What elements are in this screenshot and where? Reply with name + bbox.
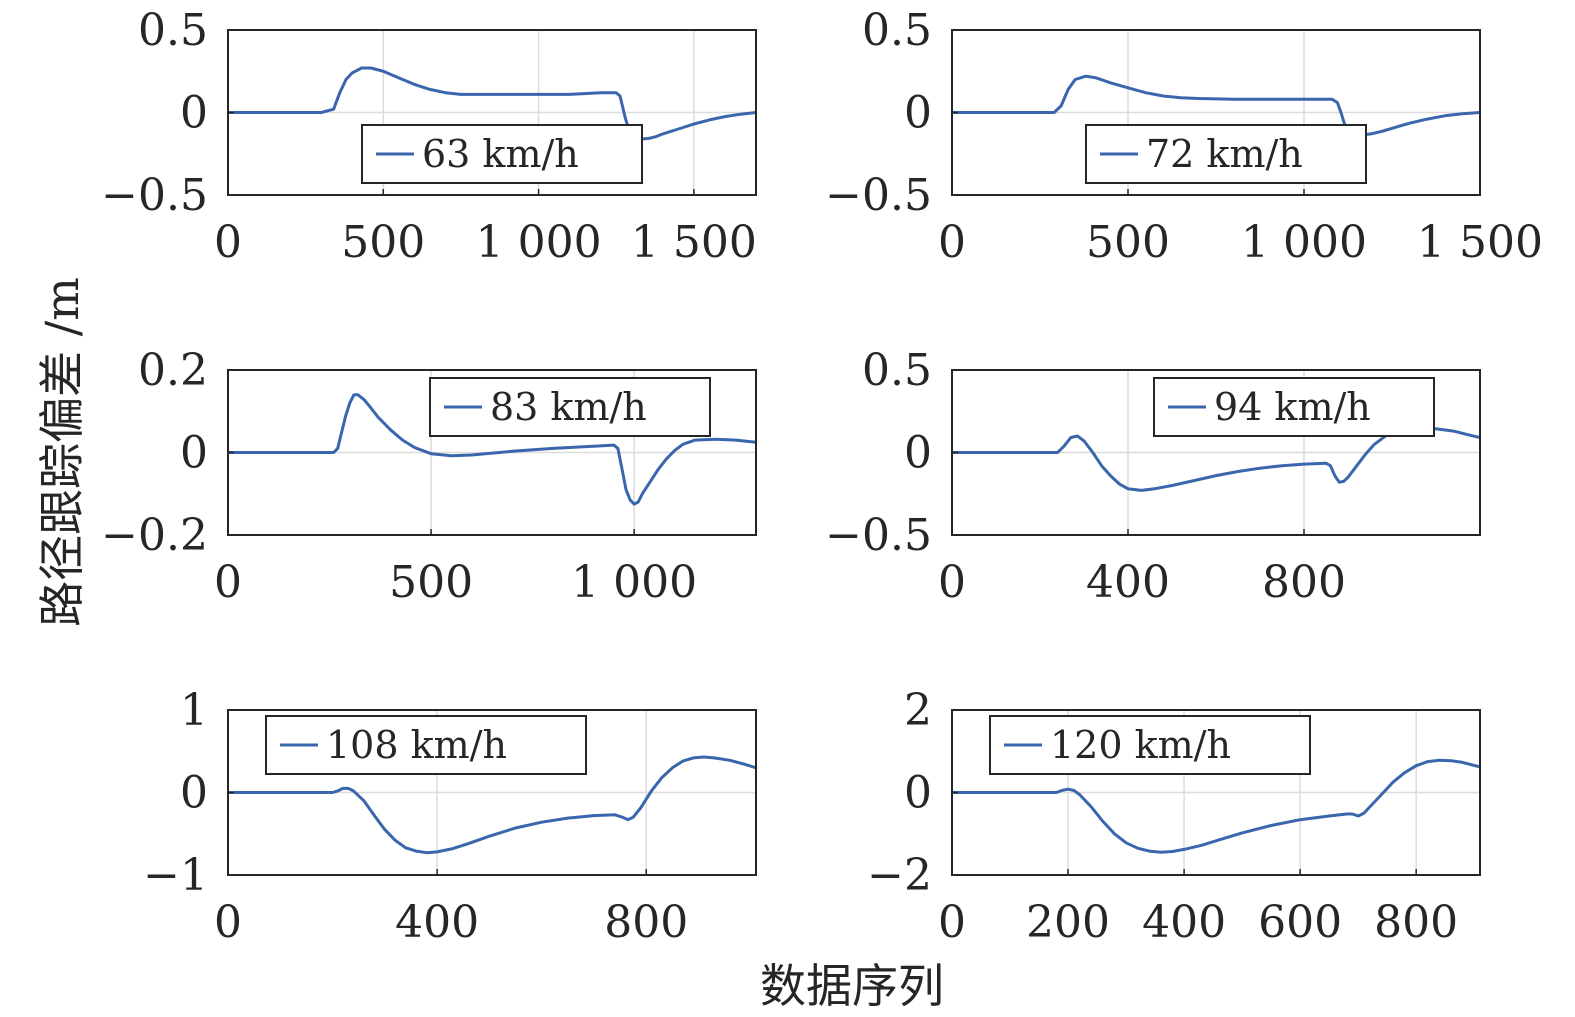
legend-label: 83 km/h — [490, 385, 647, 429]
y-tick-label: 0.5 — [862, 345, 932, 396]
x-tick-label: 800 — [604, 897, 688, 948]
chart-panels: 0 500 1 000 1 500−0.500.563 km/h0 500 1 000 1 … — [101, 5, 1543, 948]
x-tick-label: 600 — [1258, 897, 1342, 948]
x-tick-label: 1 000 — [1241, 217, 1367, 268]
series-line — [952, 758, 1481, 854]
panel-2: 0 500 1 000 1 500−0.500.572 km/h — [825, 5, 1543, 268]
y-tick-label: 2 — [904, 685, 932, 736]
x-tick-label: 0 — [938, 217, 966, 268]
x-tick-label: 400 — [1086, 557, 1170, 608]
y-tick-label: −2 — [867, 850, 932, 901]
series-line — [228, 393, 757, 506]
legend-label: 72 km/h — [1146, 132, 1303, 176]
y-axis-title: 路径跟踪偏差 /m — [35, 277, 89, 627]
x-tick-label: 400 — [1142, 897, 1226, 948]
panel-3: 0 500 1 000−0.200.283 km/h — [101, 345, 757, 608]
y-tick-label: −0.5 — [825, 170, 932, 221]
y-tick-label: −1 — [143, 850, 208, 901]
legend: 72 km/h — [1085, 124, 1367, 184]
legend-box — [265, 715, 587, 775]
x-tick-label: 500 — [389, 557, 473, 608]
x-tick-label: 800 — [1262, 557, 1346, 608]
x-tick-label: 500 — [1086, 217, 1170, 268]
y-tick-label: 0 — [904, 768, 932, 819]
x-tick-label: 800 — [1374, 897, 1458, 948]
y-tick-label: 0.5 — [862, 5, 932, 56]
x-tick-label: 1 000 — [571, 557, 697, 608]
x-tick-label: 400 — [395, 897, 479, 948]
y-tick-label: 0 — [904, 88, 932, 139]
x-tick-label: 0 — [938, 897, 966, 948]
y-tick-label: 0 — [904, 428, 932, 479]
series-line — [228, 755, 757, 855]
x-tick-label: 500 — [341, 217, 425, 268]
legend-label: 63 km/h — [422, 132, 579, 176]
y-tick-label: −0.5 — [101, 170, 208, 221]
panel-4: 0 400 800−0.500.594 km/h — [825, 345, 1481, 608]
legend: 108 km/h — [265, 715, 587, 775]
y-tick-label: 0.2 — [138, 345, 208, 396]
series-line — [228, 66, 757, 141]
y-tick-label: 1 — [180, 685, 208, 736]
y-tick-label: 0.5 — [138, 5, 208, 56]
series-line — [952, 74, 1481, 137]
legend: 94 km/h — [1153, 377, 1435, 437]
y-tick-label: −0.2 — [101, 510, 208, 561]
legend: 83 km/h — [429, 377, 711, 437]
x-tick-label: 1 500 — [631, 217, 757, 268]
y-tick-label: 0 — [180, 88, 208, 139]
legend-box — [989, 715, 1311, 775]
y-tick-label: −0.5 — [825, 510, 932, 561]
legend-label: 108 km/h — [326, 723, 507, 767]
y-tick-label: 0 — [180, 768, 208, 819]
y-tick-label: 0 — [180, 428, 208, 479]
x-tick-label: 0 — [214, 217, 242, 268]
x-tick-label: 0 — [214, 897, 242, 948]
x-tick-label: 1 500 — [1417, 217, 1543, 268]
legend: 63 km/h — [361, 124, 643, 184]
legend-label: 120 km/h — [1050, 723, 1231, 767]
x-tick-label: 1 000 — [476, 217, 602, 268]
legend-label: 94 km/h — [1214, 385, 1371, 429]
x-axis-title: 数据序列 — [760, 959, 944, 1013]
x-tick-label: 0 — [214, 557, 242, 608]
x-tick-label: 200 — [1026, 897, 1110, 948]
legend: 120 km/h — [989, 715, 1311, 775]
panel-1: 0 500 1 000 1 500−0.500.563 km/h — [101, 5, 757, 268]
x-tick-label: 0 — [938, 557, 966, 608]
